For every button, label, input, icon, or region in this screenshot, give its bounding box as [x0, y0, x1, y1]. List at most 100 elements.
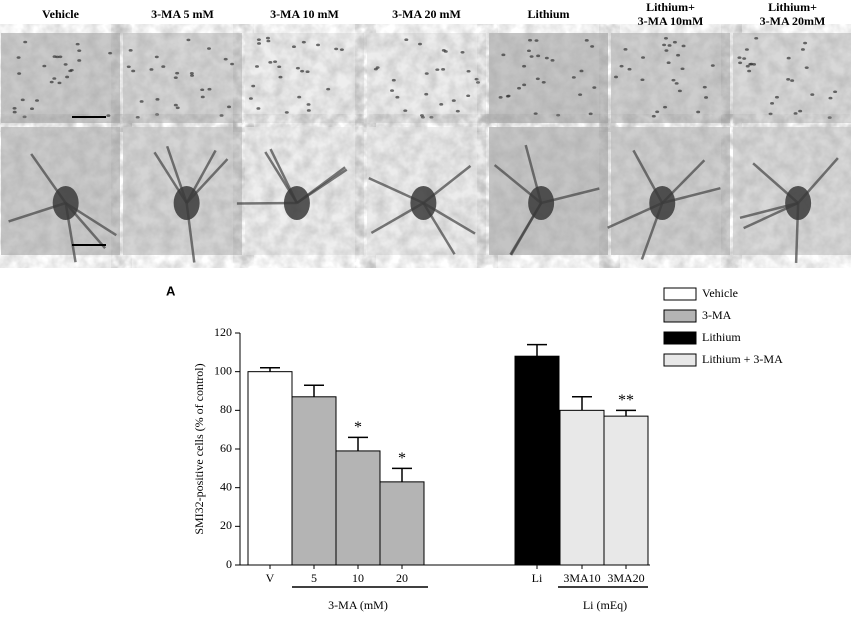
x-tick-label: Li [532, 571, 543, 585]
cell [541, 80, 546, 84]
cell [223, 57, 228, 61]
column-header: 3-MA 20 mM [392, 7, 461, 21]
cell [535, 77, 540, 81]
x-tick-label: V [266, 571, 275, 585]
cell [584, 39, 589, 42]
legend-swatch [663, 353, 697, 367]
neuron [410, 186, 437, 220]
cell [744, 48, 749, 51]
micrograph-texture [245, 33, 364, 123]
cell [339, 48, 344, 51]
cell [666, 61, 671, 65]
cell [680, 67, 685, 71]
column-header: 3-MA 10mM [638, 14, 704, 28]
legend-swatch [663, 309, 697, 323]
cell [128, 49, 133, 52]
neuron [528, 186, 555, 220]
cell [804, 66, 809, 69]
cell [108, 51, 113, 55]
cell [248, 97, 253, 100]
cell [300, 69, 305, 73]
cell [273, 60, 278, 63]
cell [256, 107, 261, 110]
bar [379, 481, 425, 566]
cell [466, 94, 471, 98]
x-tick-label: 3MA20 [607, 571, 644, 585]
cell [579, 69, 584, 73]
cell [768, 112, 773, 116]
legend-swatch [663, 331, 697, 345]
cell [674, 82, 679, 85]
cell [173, 103, 178, 107]
cell [800, 48, 805, 51]
cell [23, 40, 28, 44]
cell [424, 72, 429, 75]
y-tick-label: 60 [220, 441, 232, 455]
cell [295, 66, 300, 70]
cell [390, 89, 395, 92]
cell [443, 50, 448, 53]
cell [748, 62, 753, 66]
cell [306, 109, 311, 112]
cell [441, 68, 446, 71]
cell [517, 86, 522, 90]
cell [590, 45, 595, 48]
cell [745, 64, 750, 68]
cell [75, 42, 80, 46]
cell [284, 111, 289, 114]
cell [786, 56, 791, 60]
cell [571, 76, 576, 79]
micrographs: Vehicle 3-MA 5 mM 3-MA 10 mM 3-MA 20 mM Lith… [1, 0, 851, 264]
column-header: 3-MA 10 mM [270, 7, 339, 21]
cell [268, 61, 273, 64]
bar [514, 355, 560, 566]
cell [373, 67, 378, 71]
cell [206, 47, 211, 50]
micrograph-texture [1, 33, 120, 123]
cell [614, 75, 619, 79]
cell [227, 105, 232, 109]
bar [335, 450, 381, 566]
cell [429, 115, 434, 119]
cell [506, 94, 511, 98]
cell [417, 42, 422, 46]
cell [155, 98, 160, 101]
cell [498, 96, 503, 99]
cell [22, 115, 27, 119]
cell [828, 96, 833, 100]
micrograph-texture [367, 33, 486, 123]
cell [200, 88, 205, 92]
cell [798, 109, 803, 113]
neuron [785, 186, 812, 220]
cell [20, 98, 25, 102]
cell [696, 110, 701, 114]
x-tick-label: 5 [311, 571, 317, 585]
cell [526, 49, 531, 53]
legend-label: Lithium [702, 330, 741, 344]
cell [474, 77, 479, 81]
bar [603, 415, 649, 566]
cell [277, 65, 282, 69]
cell [57, 81, 62, 85]
panel-label: A [166, 283, 176, 298]
cell [230, 62, 235, 66]
cell [52, 77, 57, 80]
micrograph-texture [123, 33, 242, 123]
cell [803, 41, 808, 45]
y-tick-label: 80 [220, 402, 232, 416]
cell [35, 99, 40, 102]
cell [69, 68, 74, 72]
cell [175, 71, 180, 75]
cell [754, 36, 759, 40]
x-tick-label: 3MA10 [563, 571, 600, 585]
y-tick-label: 120 [214, 325, 232, 339]
column-header: 3-MA 5 mM [151, 7, 214, 21]
y-tick-label: 0 [226, 557, 232, 571]
cell [55, 55, 60, 59]
cell [30, 107, 35, 111]
column-header: Lithium+ [646, 0, 695, 14]
legend-label: Vehicle [702, 286, 738, 300]
y-tick-label: 100 [214, 363, 232, 377]
cell [667, 44, 672, 47]
